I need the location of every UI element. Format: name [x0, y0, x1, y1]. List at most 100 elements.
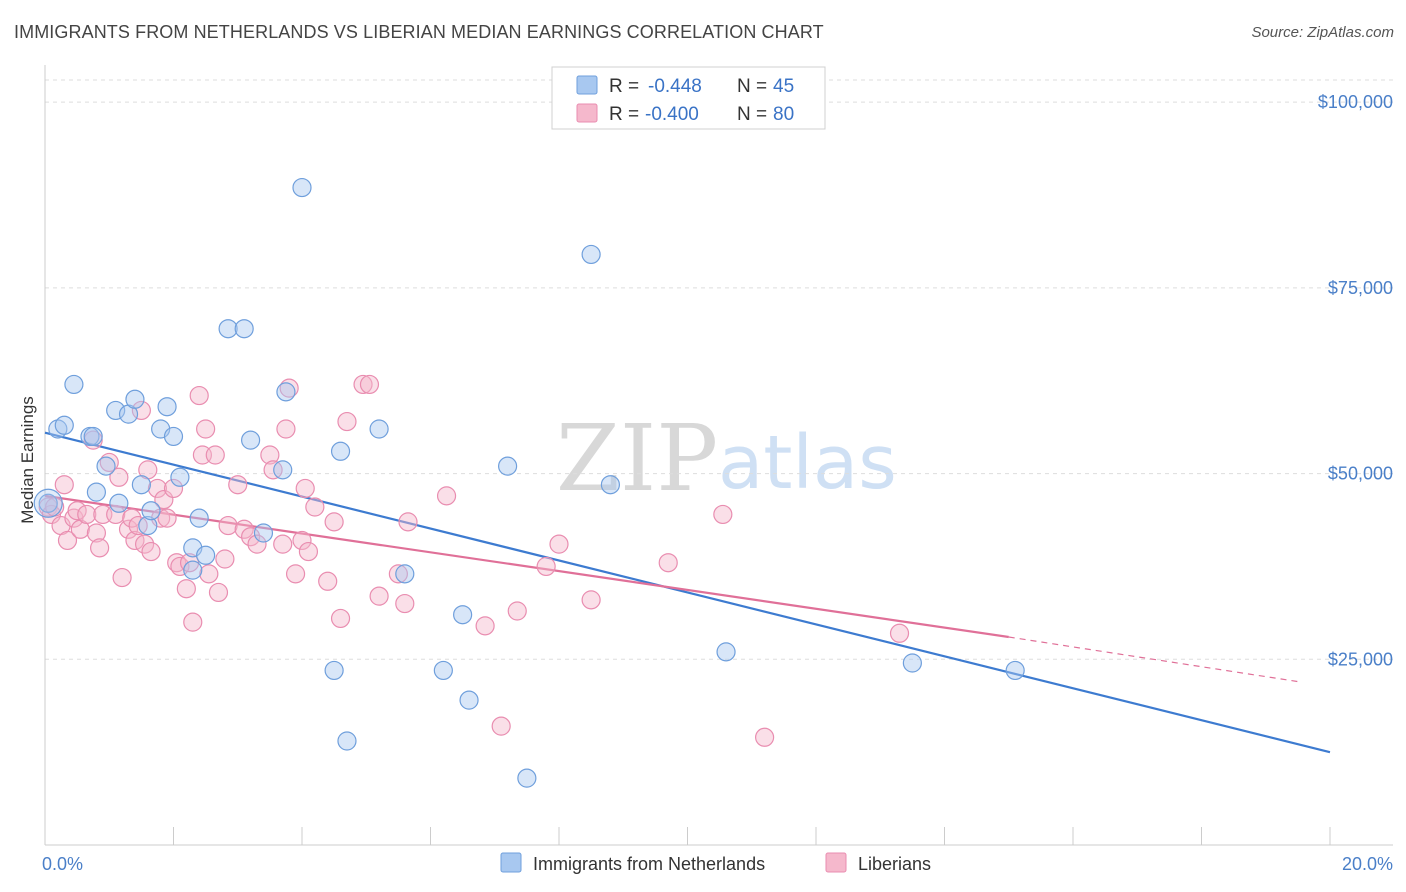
- point-netherlands-39: [517, 768, 537, 788]
- x-tick-label-min: 0.0%: [42, 854, 83, 874]
- point-netherlands-19: [183, 560, 203, 580]
- legend-n-label-2: N =: [737, 104, 767, 125]
- point-liberians-14: [99, 452, 119, 473]
- point-liberians-25: [141, 541, 161, 562]
- point-liberians-65: [388, 564, 408, 584]
- point-netherlands-0: [38, 493, 58, 513]
- point-liberians-42: [215, 549, 235, 569]
- point-netherlands-13: [138, 515, 158, 536]
- point-netherlands-44: [1005, 660, 1025, 681]
- point-liberians-77: [754, 727, 775, 747]
- point-liberians-32: [170, 556, 190, 577]
- point-netherlands-8: [106, 400, 126, 421]
- point-netherlands-30: [324, 660, 344, 681]
- y-tick-label-2: $75,000: [1328, 278, 1393, 298]
- point-liberians-38: [196, 419, 216, 439]
- point-liberians-66: [395, 593, 415, 614]
- legend-r-label-2: R =: [609, 104, 639, 125]
- point-liberians-20: [125, 530, 145, 551]
- x-tick-label-max: 20.0%: [1342, 854, 1393, 874]
- point-liberians-43: [218, 515, 238, 536]
- point-liberians-52: [279, 378, 299, 398]
- point-netherlands-7: [96, 456, 116, 476]
- point-liberians-39: [199, 564, 219, 584]
- point-liberians-75: [658, 553, 678, 573]
- point-liberians-26: [147, 478, 168, 499]
- point-liberians-28: [154, 489, 174, 510]
- legend-n-value-1: 45: [773, 76, 794, 97]
- point-liberians-48: [260, 445, 280, 465]
- point-liberians-68: [436, 486, 457, 506]
- point-liberians-74: [581, 590, 601, 610]
- trend-line-liberians-extension: [1008, 636, 1298, 683]
- point-netherlands-38: [498, 456, 518, 476]
- point-netherlands-24: [234, 319, 254, 339]
- point-liberians-22: [131, 400, 151, 421]
- point-liberians-18: [118, 519, 139, 539]
- point-liberians-9: [77, 504, 97, 525]
- point-liberians-55: [295, 478, 315, 499]
- point-liberians-78: [889, 623, 910, 643]
- point-netherlands-12: [131, 475, 151, 495]
- point-netherlands-2: [54, 415, 74, 435]
- trend-line-liberians: [44, 494, 1009, 639]
- point-netherlands-27: [273, 460, 293, 480]
- point-liberians-73: [549, 534, 569, 554]
- point-liberians-33: [176, 579, 196, 599]
- bottom-legend-swatch-liberians: [825, 852, 847, 873]
- point-liberians-23: [134, 534, 155, 554]
- point-netherlands-26: [253, 523, 274, 543]
- point-netherlands-31: [330, 441, 351, 461]
- bottom-legend-swatch-netherlands: [500, 852, 522, 873]
- point-liberians-53: [285, 564, 306, 584]
- point-liberians-71: [507, 601, 527, 621]
- point-liberians-44: [228, 475, 248, 495]
- watermark-zip: ZIP: [556, 405, 718, 512]
- point-liberians-15: [106, 504, 126, 525]
- y-tick-label-3: $100,000: [1318, 92, 1393, 112]
- point-netherlands-28: [276, 382, 296, 402]
- y-tick-labels: $25,000 $50,000 $75,000 $100,000: [1318, 92, 1393, 669]
- point-liberians-46: [241, 527, 261, 547]
- legend-swatch-netherlands: [576, 75, 598, 95]
- legend-n-label-1: N =: [737, 76, 767, 97]
- point-liberians-45: [234, 519, 254, 539]
- point-liberians-29: [157, 508, 177, 528]
- point-netherlands-14: [141, 501, 161, 521]
- y-tick-label-0: $25,000: [1328, 649, 1393, 669]
- point-liberians-21: [128, 515, 148, 536]
- legend-swatch-liberians: [576, 103, 598, 123]
- bottom-legend-label-liberians: Liberians: [858, 854, 931, 874]
- point-netherlands-22: [196, 545, 216, 565]
- watermark-atlas: atlas: [718, 420, 897, 506]
- point-liberians-16: [109, 467, 129, 487]
- series-legend: Immigrants from Netherlands Liberians: [500, 852, 931, 874]
- point-liberians-7: [67, 501, 87, 521]
- point-netherlands-37: [459, 690, 479, 710]
- point-netherlands-11: [125, 389, 145, 409]
- point-netherlands-25: [241, 430, 261, 450]
- point-netherlands-43: [902, 653, 922, 673]
- point-netherlands-34: [395, 564, 415, 584]
- point-liberians-19: [122, 508, 142, 528]
- legend-r-value-2: -0.400: [645, 104, 699, 125]
- point-netherlands-5: [83, 426, 103, 447]
- point-liberians-51: [276, 419, 296, 439]
- grid-lines: [45, 79, 1393, 660]
- point-liberians-76: [713, 504, 733, 525]
- axes: [44, 65, 1393, 846]
- point-netherlands-6: [86, 482, 107, 502]
- y-tick-label-1: $50,000: [1328, 464, 1393, 484]
- point-liberians-4: [54, 475, 74, 495]
- point-netherlands-32: [337, 731, 357, 751]
- point-liberians-70: [491, 716, 511, 736]
- point-liberians-35: [183, 612, 203, 632]
- point-liberians-57: [305, 497, 325, 517]
- point-liberians-60: [330, 608, 351, 629]
- point-netherlands-29: [292, 177, 312, 198]
- point-liberians-49: [263, 460, 283, 480]
- point-liberians-47: [247, 534, 267, 554]
- point-liberians-62: [353, 374, 373, 395]
- legend-n-value-2: 80: [773, 104, 794, 125]
